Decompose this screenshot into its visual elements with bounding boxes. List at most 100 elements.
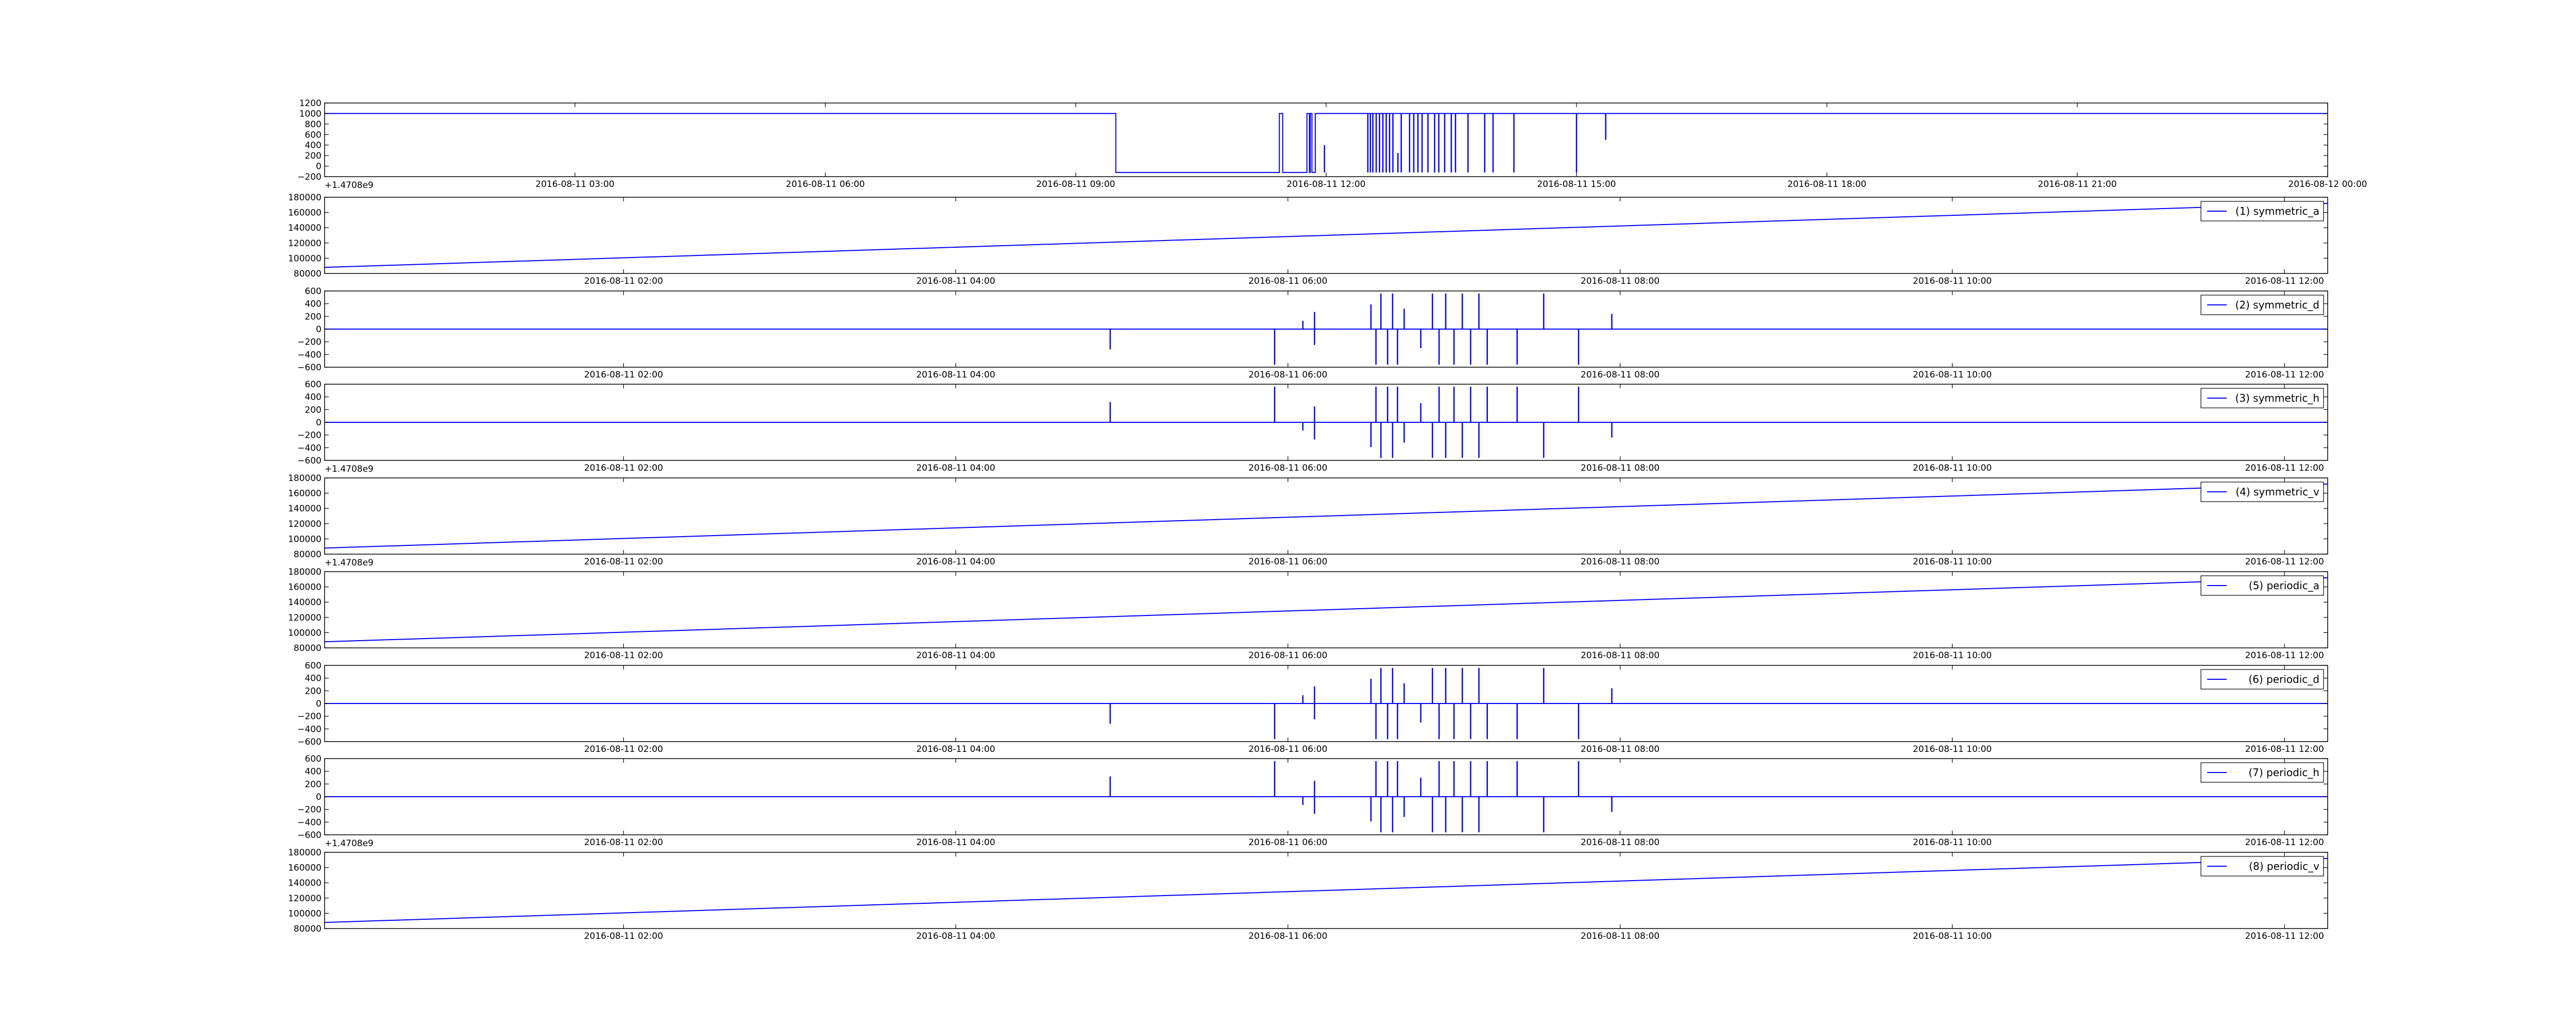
panel-p8: 80000 100000 120000 140000 160000 180000 2016-… bbox=[288, 848, 2328, 941]
x-tick-label: 2016-08-11 04:00 bbox=[916, 650, 995, 661]
y-tick-label: −600 bbox=[297, 737, 321, 747]
y-tick-label: −200 bbox=[297, 431, 321, 441]
x-tick-label: 2016-08-11 12:00 bbox=[2245, 744, 2324, 754]
y-tick-label: −600 bbox=[297, 363, 321, 373]
x-tick-label: 2016-08-11 08:00 bbox=[1581, 276, 1659, 286]
x-tick-label: 2016-08-11 03:00 bbox=[535, 179, 614, 190]
x-tick-label: 2016-08-11 04:00 bbox=[916, 370, 995, 380]
y-tick-label: 100000 bbox=[288, 534, 321, 544]
y-tick-label: 600 bbox=[305, 286, 321, 297]
x-tick-label: 2016-08-11 08:00 bbox=[1581, 463, 1659, 473]
y-tick-label: 200 bbox=[305, 779, 321, 789]
y-tick-label: 0 bbox=[316, 162, 321, 172]
y-tick-label: 400 bbox=[305, 767, 321, 777]
series-line bbox=[325, 483, 2328, 549]
y-tick-label: 180000 bbox=[288, 567, 321, 577]
panel-p7: −600 −400 −200 0 200 400 600 2016-08-11 02:00 20… bbox=[297, 754, 2328, 849]
x-tick-label: 2016-08-11 10:00 bbox=[1913, 837, 1992, 848]
axes-frame bbox=[324, 197, 2328, 274]
y-tick-label: 180000 bbox=[288, 193, 321, 203]
y-tick-label: 100000 bbox=[288, 908, 321, 919]
y-tick-label: 80000 bbox=[294, 550, 321, 560]
y-tick-label: 0 bbox=[316, 699, 321, 709]
legend: (2) symmetric_d bbox=[2200, 295, 2324, 315]
data-layer bbox=[325, 577, 2328, 643]
x-tick-label: 2016-08-11 06:00 bbox=[1248, 744, 1327, 754]
x-tick-label: 2016-08-11 12:00 bbox=[1286, 179, 1365, 190]
y-tick-label: 100000 bbox=[288, 253, 321, 264]
x-tick-label: 2016-08-11 09:00 bbox=[1036, 179, 1115, 190]
x-tick-label: 2016-08-11 10:00 bbox=[1913, 370, 1992, 380]
x-tick-label: 2016-08-11 02:00 bbox=[584, 650, 663, 661]
x-tick-label: 2016-08-11 12:00 bbox=[2245, 276, 2324, 286]
x-tick-label: 2016-08-12 00:00 bbox=[2288, 179, 2367, 190]
x-tick-label: 2016-08-11 06:00 bbox=[1248, 276, 1327, 286]
data-layer bbox=[325, 667, 2328, 740]
x-tick-label: 2016-08-11 04:00 bbox=[916, 931, 995, 941]
x-tick-label: 2016-08-11 06:00 bbox=[786, 179, 865, 190]
legend-label: (5) periodic_a bbox=[2249, 579, 2319, 592]
legend: (6) periodic_d bbox=[2200, 669, 2324, 690]
y-tick-label: 200 bbox=[305, 686, 321, 696]
panel-p3: −600 −400 −200 0 200 400 600 2016-08-11 02:00 20… bbox=[297, 380, 2328, 474]
x-tick-label: 2016-08-11 08:00 bbox=[1581, 837, 1659, 848]
y-tick-label: 200 bbox=[305, 312, 321, 322]
legend-label: (4) symmetric_v bbox=[2235, 486, 2319, 498]
y-tick-label: 400 bbox=[305, 674, 321, 684]
y-tick-label: 0 bbox=[316, 418, 321, 428]
y-tick-label: −400 bbox=[297, 350, 321, 360]
y-tick-label: −600 bbox=[297, 830, 321, 840]
x-tick-label: 2016-08-11 02:00 bbox=[584, 837, 663, 848]
legend: (1) symmetric_a bbox=[2200, 201, 2324, 221]
x-tick-label: 2016-08-11 08:00 bbox=[1581, 744, 1659, 754]
axes-frame bbox=[324, 571, 2328, 648]
data-layer bbox=[325, 293, 2328, 365]
legend: (5) periodic_a bbox=[2200, 575, 2324, 596]
panel-p2: −600 −400 −200 0 200 400 600 2016-08-11 02:00 20… bbox=[297, 286, 2328, 380]
x-tick-label: 2016-08-11 02:00 bbox=[584, 276, 663, 286]
x-tick-label: 2016-08-11 18:00 bbox=[1787, 179, 1866, 190]
panel-p6: −600 −400 −200 0 200 400 600 2016-08-11 02:00 20… bbox=[297, 661, 2328, 754]
y-tick-label: 80000 bbox=[294, 643, 321, 654]
x-tick-label: 2016-08-11 08:00 bbox=[1581, 370, 1659, 380]
axis-offset-label: +1.4708e9 bbox=[325, 464, 374, 474]
legend-label: (8) periodic_v bbox=[2249, 860, 2319, 872]
y-tick-label: 200 bbox=[305, 405, 321, 415]
y-tick-label: 100000 bbox=[288, 628, 321, 638]
x-tick-label: 2016-08-11 10:00 bbox=[1913, 744, 1992, 754]
x-tick-label: 2016-08-11 08:00 bbox=[1581, 650, 1659, 661]
y-tick-label: 120000 bbox=[288, 613, 321, 623]
x-tick-label: 2016-08-11 12:00 bbox=[2245, 463, 2324, 473]
y-tick-label: −200 bbox=[297, 172, 321, 182]
x-tick-label: 2016-08-11 10:00 bbox=[1913, 463, 1992, 473]
x-tick-label: 2016-08-11 15:00 bbox=[1537, 179, 1616, 190]
axis-offset-label: +1.4708e9 bbox=[325, 180, 374, 191]
panel-p5: 80000 100000 120000 140000 160000 180000 2016-… bbox=[288, 567, 2328, 661]
x-tick-label: 2016-08-11 04:00 bbox=[916, 276, 995, 286]
x-tick-label: 2016-08-11 04:00 bbox=[916, 837, 995, 848]
y-tick-label: −200 bbox=[297, 712, 321, 722]
y-tick-label: 120000 bbox=[288, 894, 321, 904]
series-line bbox=[325, 577, 2328, 643]
y-tick-label: 600 bbox=[305, 130, 321, 140]
x-tick-label: 2016-08-11 08:00 bbox=[1581, 557, 1659, 567]
x-tick-label: 2016-08-11 08:00 bbox=[1581, 931, 1659, 941]
x-tick-label: 2016-08-11 21:00 bbox=[2038, 179, 2116, 190]
y-tick-label: 400 bbox=[305, 141, 321, 151]
y-tick-label: 800 bbox=[305, 119, 321, 130]
panel-p4: 80000 100000 120000 140000 160000 180000 2016-… bbox=[288, 473, 2328, 568]
x-tick-label: 2016-08-11 10:00 bbox=[1913, 276, 1992, 286]
x-tick-label: 2016-08-11 04:00 bbox=[916, 557, 995, 567]
y-tick-label: 180000 bbox=[288, 848, 321, 858]
axes-frame bbox=[324, 852, 2328, 929]
axes-frame bbox=[324, 477, 2328, 555]
x-tick-label: 2016-08-11 10:00 bbox=[1913, 650, 1992, 661]
x-tick-label: 2016-08-11 12:00 bbox=[2245, 837, 2324, 848]
y-tick-label: 120000 bbox=[288, 519, 321, 529]
y-tick-label: −200 bbox=[297, 337, 321, 348]
y-tick-label: 160000 bbox=[288, 489, 321, 499]
data-layer bbox=[325, 202, 2328, 268]
